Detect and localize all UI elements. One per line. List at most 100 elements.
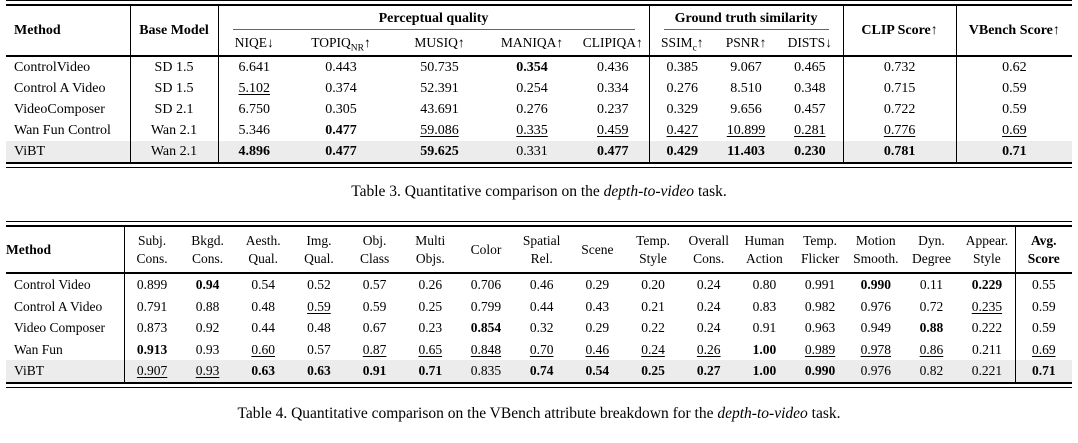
value-cell: 0.976: [860, 298, 891, 314]
value-cell: 0.69: [1031, 341, 1056, 357]
value-cell: 0.457: [777, 99, 844, 120]
value-cell: 0.24: [696, 298, 721, 314]
method-cell: Wan Fun Control: [6, 120, 131, 141]
value-cell: 0.329: [666, 102, 699, 117]
value-cell: 4.896: [218, 141, 290, 163]
value-cell: 0.305: [325, 102, 357, 117]
col-header-metric: SSIMc↑: [649, 30, 716, 57]
method-cell: Video Composer: [6, 317, 125, 339]
value-cell: 0.80: [752, 277, 777, 292]
col-group-header: Perceptual quality: [218, 5, 650, 30]
table-row: ControlVideo SD 1.5 6.641 0.443 50.735 0.354 0…: [6, 56, 1072, 78]
col-header-metric: Scene: [569, 226, 626, 274]
value-cell: 0.71: [402, 360, 459, 383]
value-cell: 0.63: [291, 360, 347, 383]
value-cell: 0.443: [325, 60, 357, 75]
metric-label: SSIMc↑: [661, 35, 704, 54]
value-cell: 0.949: [860, 320, 891, 335]
value-cell: 0.907: [124, 360, 180, 383]
value-cell: 0.436: [577, 56, 650, 78]
header-row-groups: Method Base Model Perceptual quality Ground…: [6, 5, 1073, 57]
table3-quantitative-comparison: Method Base Model Perceptual quality Ground…: [6, 4, 1073, 164]
value-cell: 0.24: [641, 341, 665, 357]
value-cell: 0.477: [325, 123, 357, 138]
value-cell: 0.11: [919, 277, 944, 292]
value-cell: 0.331: [487, 141, 577, 163]
value-cell: 0.93: [179, 360, 236, 383]
value-cell: 0.46: [585, 341, 610, 357]
value-cell: 0.899: [136, 277, 168, 292]
value-cell: 1.00: [736, 360, 793, 383]
caption-italic-term: depth-to-video: [717, 404, 808, 422]
value-cell: 0.88: [919, 320, 944, 335]
value-cell: 0.54: [569, 360, 626, 383]
value-cell: 0.65: [418, 341, 443, 357]
col-header-metric: DISTS↓: [777, 30, 844, 57]
table-row: Control Video 0.899 0.94 0.54 0.52 0.57 0.26 0.…: [6, 273, 1072, 296]
table4-body: Control Video 0.899 0.94 0.54 0.52 0.57 0.26 0.…: [6, 273, 1072, 383]
value-cell: 0.59: [307, 298, 331, 314]
value-cell: 43.691: [420, 102, 459, 117]
value-cell: 0.67: [362, 320, 387, 335]
value-cell: 0.94: [195, 277, 220, 292]
value-cell: 0.59: [1002, 81, 1027, 96]
col-header-metric: Color: [458, 226, 514, 274]
caption-text: task.: [694, 183, 727, 200]
value-cell: 0.22: [641, 320, 665, 335]
col-header-metric: PSNR↑: [715, 30, 778, 57]
value-cell: 0.59: [1031, 298, 1056, 314]
value-cell: 0.427: [666, 123, 699, 138]
value-cell: 0.963: [804, 320, 836, 335]
value-cell: 0.43: [585, 298, 610, 314]
col-header-metric: Subj. Cons.: [124, 226, 180, 274]
value-cell: 0.26: [696, 341, 721, 357]
base-model-cell: Wan 2.1: [130, 141, 219, 163]
value-cell: 50.735: [420, 60, 459, 75]
value-cell: 0.978: [860, 341, 891, 357]
method-cell: Control A Video: [6, 295, 125, 317]
value-cell: 0.54: [251, 277, 276, 292]
value-cell: 52.391: [420, 81, 459, 96]
table-row: Wan Fun Control Wan 2.1 5.346 0.477 59.086 0.…: [6, 120, 1072, 141]
col-header-vbench-score: VBench Score↑: [956, 5, 1073, 57]
table3-caption: Table 3. Quantitative comparison on the …: [0, 183, 1078, 201]
value-cell: 59.625: [392, 141, 487, 163]
table4-vbench-breakdown: Method Subj. Cons. Bkgd. Cons. Aesth. Qual. Img…: [6, 225, 1072, 384]
value-cell: 0.86: [919, 341, 944, 357]
col-header-metric: MUSIQ↑: [392, 30, 487, 57]
method-cell: ViBT: [6, 141, 131, 163]
value-cell: 0.71: [1015, 360, 1072, 383]
col-header-metric: MANIQA↑: [487, 30, 577, 57]
col-header-metric: Aesth. Qual.: [235, 226, 292, 274]
value-cell: 9.067: [730, 60, 762, 75]
value-cell: 0.982: [804, 298, 836, 314]
method-cell: Control A Video: [6, 78, 131, 99]
value-cell: 0.848: [470, 341, 502, 357]
value-cell: 0.230: [777, 141, 844, 163]
value-cell: 0.254: [516, 81, 548, 96]
table4-caption: Table 4. Quantitative comparison on the …: [0, 405, 1078, 423]
value-cell: 5.102: [238, 81, 271, 96]
value-cell: 0.835: [458, 360, 514, 383]
col-header-avg-score: Avg. Score: [1015, 226, 1072, 274]
value-cell: 0.229: [959, 273, 1016, 296]
value-cell: 0.222: [959, 317, 1016, 339]
value-cell: 59.086: [420, 123, 459, 138]
value-cell: 0.62: [1002, 60, 1027, 75]
value-cell: 0.72: [919, 298, 944, 314]
value-cell: 0.781: [843, 141, 957, 163]
table4-header: Method Subj. Cons. Bkgd. Cons. Aesth. Qual. Img…: [6, 226, 1072, 274]
table3-body: ControlVideo SD 1.5 6.641 0.443 50.735 0.354 0…: [6, 56, 1073, 163]
value-cell: 0.46: [529, 277, 554, 292]
value-cell: 0.24: [696, 277, 721, 292]
value-cell: 0.276: [666, 81, 699, 96]
col-header-metric: TOPIQNR↑: [290, 30, 392, 57]
col-header-metric: Bkgd. Cons.: [179, 226, 236, 274]
value-cell: 0.873: [136, 320, 168, 335]
value-cell: 0.70: [529, 341, 554, 357]
value-cell: 0.48: [307, 320, 331, 335]
value-cell: 0.235: [959, 295, 1016, 317]
col-header-metric: Appear. Style: [959, 226, 1016, 274]
value-cell: 0.59: [1002, 102, 1027, 117]
col-header-metric: Obj. Class: [346, 226, 403, 274]
